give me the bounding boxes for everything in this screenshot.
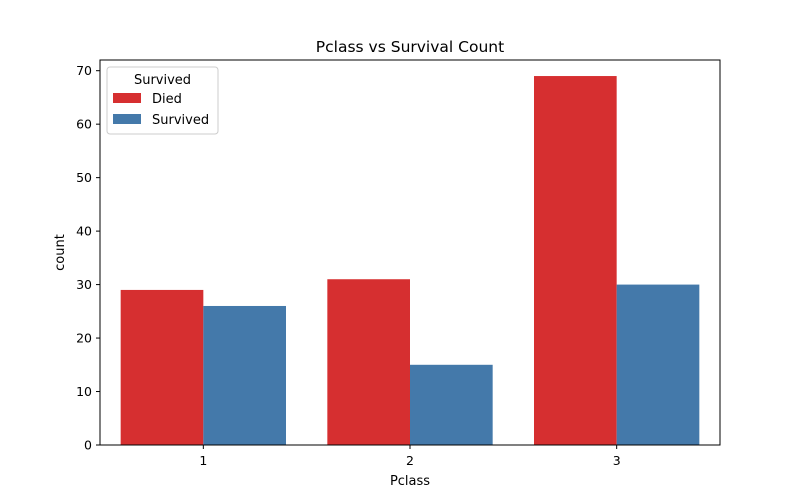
legend-label-died: Died [152,92,182,107]
legend-items: Died Survived [113,92,209,128]
y-axis: 0 10 20 30 40 50 60 70 [76,63,100,453]
y-tick-label: 70 [76,63,92,78]
bars-group [120,76,700,446]
y-axis-label: count [53,234,68,271]
legend: Survived Died Survived [106,66,219,135]
y-tick-label: 10 [76,384,92,399]
y-tick-label: 0 [84,438,92,453]
x-tick-label: 1 [199,453,207,468]
x-axis: 1 2 3 [199,445,621,468]
bar-survived-pclass-3 [616,284,700,445]
x-tick-label: 3 [613,453,621,468]
y-tick-label: 50 [76,170,92,185]
y-tick-label: 60 [76,117,92,132]
bar-survived-pclass-2 [410,364,493,445]
legend-title: Survived [134,73,191,88]
x-axis-label: Pclass [390,474,430,489]
bar-died-pclass-2 [327,279,410,445]
bar-died-pclass-1 [120,289,204,445]
bar-died-pclass-3 [534,76,617,446]
legend-label-survived: Survived [152,113,209,128]
legend-swatch-died [113,93,141,103]
x-tick-label: 2 [406,453,414,468]
y-tick-label: 40 [76,224,92,239]
y-tick-label: 30 [76,277,92,292]
chart-title: Pclass vs Survival Count [316,38,504,56]
y-tick-label: 20 [76,331,92,346]
bar-survived-pclass-1 [203,305,286,445]
legend-swatch-survived [113,114,141,124]
